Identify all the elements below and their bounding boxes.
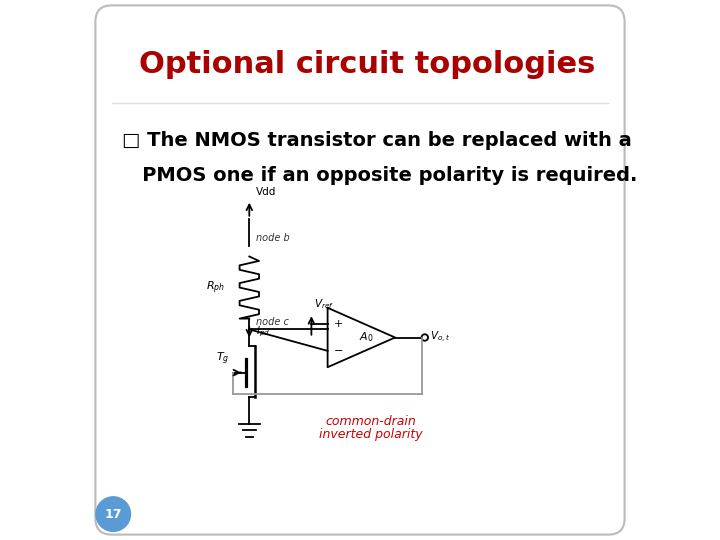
Text: node c: node c [256, 316, 289, 327]
Text: $R_{ph}$: $R_{ph}$ [206, 279, 225, 296]
Text: Vdd: Vdd [256, 187, 276, 197]
Text: inverted polarity: inverted polarity [319, 428, 423, 441]
Text: □ The NMOS transistor can be replaced with a: □ The NMOS transistor can be replaced wi… [122, 131, 632, 150]
Text: node b: node b [256, 233, 289, 243]
Text: −: − [334, 346, 343, 356]
Text: PMOS one if an opposite polarity is required.: PMOS one if an opposite polarity is requ… [122, 166, 638, 185]
Text: common-drain: common-drain [325, 415, 416, 428]
Text: Optional circuit topologies: Optional circuit topologies [138, 50, 595, 79]
Circle shape [96, 497, 130, 531]
Text: $I_{pd}$: $I_{pd}$ [256, 325, 270, 339]
Text: $T_g$: $T_g$ [217, 351, 230, 367]
Text: $V_{o,t}$: $V_{o,t}$ [431, 330, 451, 345]
Text: +: + [334, 319, 343, 329]
FancyBboxPatch shape [95, 5, 625, 535]
Text: $V_{ref}$: $V_{ref}$ [314, 297, 334, 310]
Text: 17: 17 [104, 508, 122, 521]
Text: $A_0$: $A_0$ [359, 330, 374, 345]
